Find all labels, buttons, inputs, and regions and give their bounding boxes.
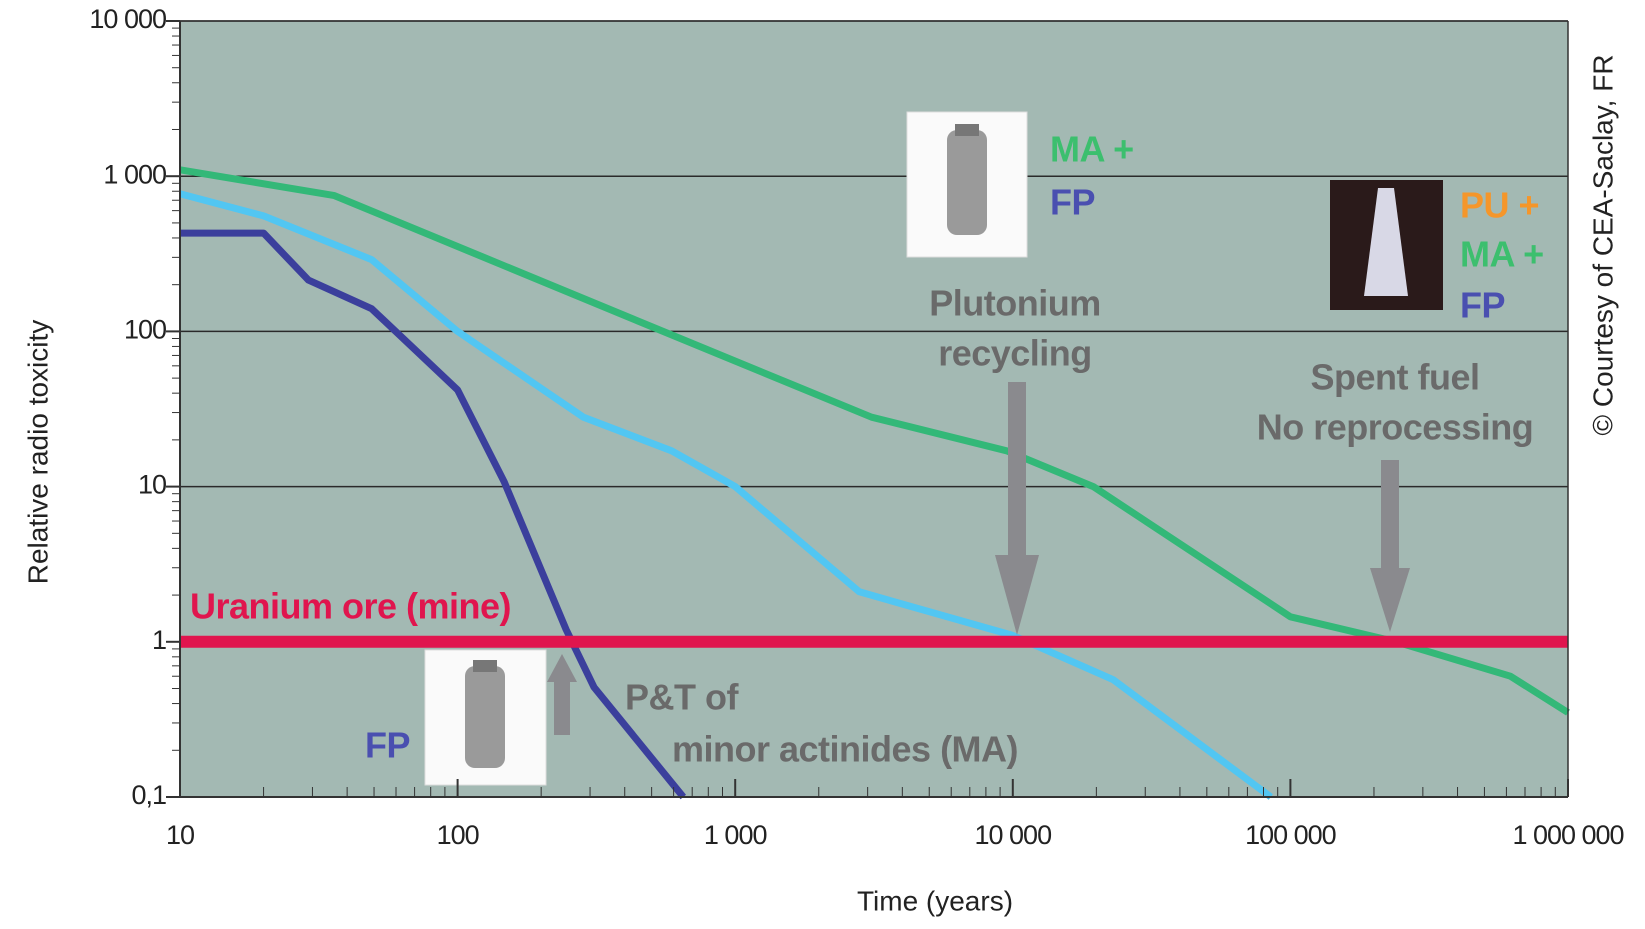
- y-axis-label: Relative radio toxicity: [22, 320, 53, 585]
- arrow-head: [1370, 568, 1410, 632]
- y-tick-label: 1 000: [103, 159, 166, 189]
- annotation: minor actinides (MA): [672, 729, 1018, 770]
- x-tick-label: 10 000: [975, 820, 1052, 850]
- annotation: FP: [1460, 285, 1505, 326]
- canister: [465, 666, 505, 768]
- arrow-shaft: [1381, 460, 1399, 570]
- annotation: FP: [1050, 182, 1095, 223]
- canister-cap: [473, 660, 497, 672]
- canister-cap: [955, 124, 979, 136]
- arrows: [547, 382, 1410, 735]
- pictures: [424, 111, 1443, 786]
- x-tick-label: 1 000 000: [1512, 820, 1623, 850]
- annotation: PU +: [1460, 185, 1539, 226]
- labels: Time (years) Relative radio toxicity © C…: [22, 54, 1618, 916]
- axes: 0,1 1 10 100 1 000 10 000 10 100 1 000 10 000 100 …: [89, 4, 1624, 850]
- y-tick-label: 10: [138, 470, 166, 500]
- annotation: MA +: [1460, 234, 1544, 275]
- fuel-assembly: [1364, 188, 1408, 296]
- series-line: [180, 229, 687, 800]
- annotation: No reprocessing: [1257, 407, 1534, 448]
- annotation: Spent fuel: [1310, 357, 1479, 398]
- x-tick-label: 10: [166, 820, 194, 850]
- annotation: P&T of: [625, 677, 739, 718]
- annotation: FP: [365, 725, 410, 766]
- arrow-shaft: [1008, 382, 1026, 557]
- canister: [947, 130, 987, 235]
- arrow-head: [547, 654, 577, 682]
- x-axis-label: Time (years): [857, 885, 1013, 916]
- series-line: [179, 190, 1273, 800]
- x-tick-label: 100 000: [1245, 820, 1336, 850]
- series-label: Uranium ore (mine): [190, 586, 511, 627]
- credit: © Courtesy of CEA-Saclay, FR: [1587, 54, 1618, 435]
- x-tick-label: 1 000: [704, 820, 767, 850]
- arrow-head: [995, 555, 1039, 635]
- series-line: [179, 166, 1570, 716]
- arrow-shaft: [554, 680, 570, 735]
- annotation: MA +: [1050, 129, 1134, 170]
- plot-background: [180, 21, 1568, 797]
- y-tick-label: 100: [124, 315, 166, 345]
- annotation: recycling: [938, 333, 1092, 374]
- annotation: Plutonium: [929, 283, 1100, 324]
- x-tick-label: 100: [437, 820, 479, 850]
- y-tick-label: 1: [152, 625, 166, 655]
- lines: [179, 166, 1570, 800]
- y-tick-label: 10 000: [89, 4, 166, 34]
- y-tick-label: 0,1: [131, 780, 166, 810]
